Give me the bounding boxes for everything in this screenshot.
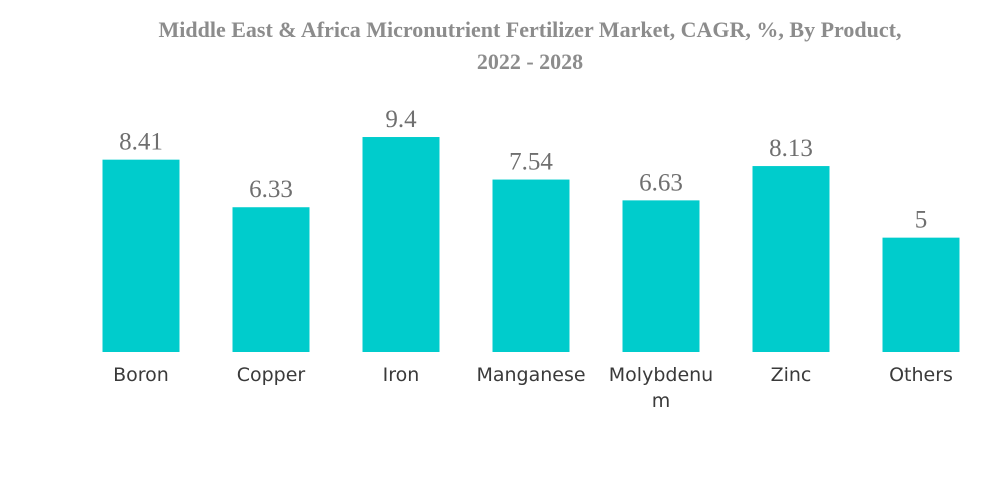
value-label-others: 5	[915, 207, 928, 234]
chart-title: Middle East & Africa Micronutrient Ferti…	[60, 14, 1000, 78]
category-labels-group: Boron Copper Iron Manganese Molybdenu m Zinc Ot…	[113, 364, 953, 412]
bar-boron	[102, 159, 180, 352]
category-label-manganese: Manganese	[476, 364, 585, 386]
value-label-molybdenum: 6.63	[639, 169, 683, 196]
bar-manganese	[492, 179, 570, 352]
value-label-manganese: 7.54	[509, 149, 553, 176]
chart-title-line-1: Middle East & Africa Micronutrient Ferti…	[158, 17, 902, 42]
value-label-copper: 6.33	[249, 176, 293, 203]
chart-title-line-2: 2022 - 2028	[476, 49, 584, 74]
category-label-zinc: Zinc	[771, 364, 812, 386]
value-label-boron: 8.41	[119, 129, 163, 156]
value-label-iron: 9.4	[385, 106, 417, 133]
category-label-molybdenum: Molybdenu m	[609, 364, 713, 412]
bars-group	[102, 137, 960, 352]
bar-zinc	[752, 166, 830, 352]
bar-others	[882, 237, 960, 352]
bar-molybdenum	[622, 200, 700, 352]
category-label-copper: Copper	[237, 364, 306, 386]
category-label-others: Others	[889, 364, 953, 386]
value-labels-group: 8.41 6.33 9.4 7.54 6.63 8.13 5	[119, 106, 927, 234]
value-label-zinc: 8.13	[769, 135, 813, 162]
category-label-boron: Boron	[113, 364, 169, 386]
category-label-iron: Iron	[383, 364, 420, 386]
bar-copper	[232, 207, 310, 352]
bar-iron	[362, 137, 440, 352]
